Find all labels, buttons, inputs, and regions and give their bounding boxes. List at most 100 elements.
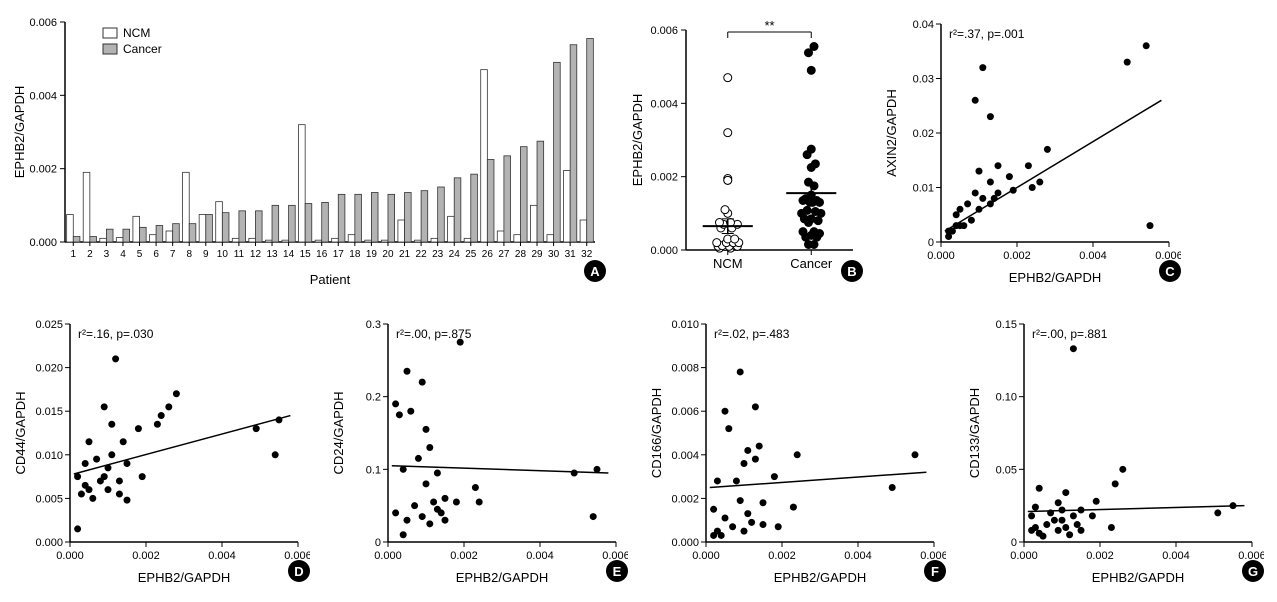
svg-text:**: ** [764, 18, 774, 33]
svg-text:0: 0 [375, 537, 381, 549]
svg-text:32: 32 [581, 249, 593, 260]
svg-text:0.000: 0.000 [374, 550, 402, 562]
svg-text:5: 5 [137, 249, 143, 260]
figure-grid: A 0.0000.0020.0040.006123456789101112131… [10, 10, 1267, 590]
svg-text:0.03: 0.03 [913, 74, 934, 86]
svg-text:0.004: 0.004 [29, 90, 57, 102]
svg-text:0.002: 0.002 [132, 550, 160, 562]
panel-badge-b: B [841, 260, 863, 282]
svg-text:EPHB2/GAPDH: EPHB2/GAPDH [12, 86, 27, 178]
svg-text:CD44/GAPDH: CD44/GAPDH [13, 391, 28, 474]
svg-text:0.004: 0.004 [671, 450, 699, 462]
svg-text:13: 13 [266, 249, 278, 260]
svg-text:0: 0 [1011, 537, 1017, 549]
svg-text:EPHB2/GAPDH: EPHB2/GAPDH [774, 570, 866, 585]
svg-text:0.002: 0.002 [1086, 550, 1114, 562]
svg-text:19: 19 [366, 249, 378, 260]
svg-text:0.05: 0.05 [996, 464, 1017, 476]
svg-text:0.000: 0.000 [1010, 550, 1038, 562]
svg-text:EPHB2/GAPDH: EPHB2/GAPDH [456, 570, 548, 585]
panel-badge-g: G [1242, 560, 1264, 582]
svg-text:0.000: 0.000 [692, 550, 720, 562]
svg-text:6: 6 [153, 249, 159, 260]
svg-text:28: 28 [515, 249, 527, 260]
svg-text:0.002: 0.002 [650, 172, 678, 184]
svg-text:0: 0 [928, 237, 934, 249]
svg-text:EPHB2/GAPDH: EPHB2/GAPDH [1092, 570, 1184, 585]
panel-badge-d: D [288, 560, 310, 582]
svg-text:0.006: 0.006 [650, 25, 678, 37]
svg-text:8: 8 [186, 249, 192, 260]
svg-text:0.000: 0.000 [927, 250, 955, 262]
svg-text:0.1: 0.1 [366, 464, 381, 476]
svg-text:Patient: Patient [310, 272, 351, 287]
svg-text:r²=.16, p=.030: r²=.16, p=.030 [78, 327, 154, 341]
panel-d: D 0.0000.0050.0100.0150.0200.0250.0000.0… [10, 310, 310, 590]
svg-text:0.004: 0.004 [208, 550, 236, 562]
panel-badge-c: C [1159, 260, 1181, 282]
svg-text:0.04: 0.04 [913, 19, 934, 31]
svg-text:0.020: 0.020 [35, 363, 63, 375]
svg-text:0.002: 0.002 [450, 550, 478, 562]
svg-text:0.000: 0.000 [650, 245, 678, 257]
svg-text:Cancer: Cancer [790, 256, 833, 271]
svg-text:24: 24 [449, 249, 461, 260]
svg-text:r²=.02, p=.483: r²=.02, p=.483 [714, 327, 790, 341]
panel-a: A 0.0000.0020.0040.006123456789101112131… [10, 10, 610, 290]
svg-text:21: 21 [399, 249, 411, 260]
svg-text:0.008: 0.008 [671, 363, 699, 375]
svg-text:CD24/GAPDH: CD24/GAPDH [331, 391, 346, 474]
svg-text:0.2: 0.2 [366, 392, 381, 404]
svg-text:15: 15 [300, 249, 312, 260]
panel-g: G 00.050.100.150.0000.0020.0040.006r²=.0… [964, 310, 1264, 590]
svg-text:9: 9 [203, 249, 209, 260]
svg-text:0.004: 0.004 [1079, 250, 1107, 262]
svg-text:14: 14 [283, 249, 295, 260]
svg-text:22: 22 [416, 249, 428, 260]
svg-text:3: 3 [104, 249, 110, 260]
svg-text:16: 16 [316, 249, 328, 260]
svg-text:12: 12 [250, 249, 262, 260]
svg-text:0.02: 0.02 [913, 128, 934, 140]
svg-text:0.006: 0.006 [29, 17, 57, 29]
svg-text:0.000: 0.000 [35, 537, 63, 549]
svg-text:10: 10 [217, 249, 229, 260]
svg-text:0.002: 0.002 [1003, 250, 1031, 262]
svg-text:0.005: 0.005 [35, 493, 63, 505]
svg-text:CD166/GAPDH: CD166/GAPDH [649, 388, 664, 478]
svg-text:7: 7 [170, 249, 176, 260]
svg-text:0.004: 0.004 [844, 550, 872, 562]
svg-text:0.000: 0.000 [56, 550, 84, 562]
svg-text:0.010: 0.010 [671, 319, 699, 331]
panel-f: F 0.0000.0020.0040.0060.0080.0100.0000.0… [646, 310, 946, 590]
svg-text:27: 27 [498, 249, 510, 260]
svg-text:11: 11 [234, 249, 245, 260]
svg-text:0.01: 0.01 [913, 183, 934, 195]
svg-text:0.015: 0.015 [35, 406, 63, 418]
panel-badge-a: A [584, 260, 606, 282]
svg-text:NCM: NCM [123, 26, 150, 40]
svg-text:r²=.37, p=.001: r²=.37, p=.001 [949, 27, 1025, 41]
svg-text:1: 1 [71, 249, 77, 260]
svg-text:0.002: 0.002 [671, 493, 699, 505]
svg-text:2: 2 [87, 249, 93, 260]
svg-text:0.004: 0.004 [650, 98, 678, 110]
svg-text:NCM: NCM [713, 256, 743, 271]
panel-badge-e: E [606, 560, 628, 582]
svg-text:0.000: 0.000 [29, 237, 57, 249]
svg-text:AXIN2/GAPDH: AXIN2/GAPDH [884, 89, 899, 176]
svg-text:0.000: 0.000 [671, 537, 699, 549]
svg-text:30: 30 [548, 249, 560, 260]
svg-text:20: 20 [382, 249, 394, 260]
svg-text:26: 26 [482, 249, 494, 260]
svg-text:r²=.00, p=.881: r²=.00, p=.881 [1032, 327, 1108, 341]
svg-text:EPHB2/GAPDH: EPHB2/GAPDH [1009, 270, 1101, 285]
row-2: D 0.0000.0050.0100.0150.0200.0250.0000.0… [10, 310, 1267, 590]
svg-text:31: 31 [565, 249, 577, 260]
svg-text:23: 23 [432, 249, 444, 260]
svg-text:EPHB2/GAPDH: EPHB2/GAPDH [630, 94, 645, 186]
svg-text:18: 18 [349, 249, 361, 260]
svg-text:0.15: 0.15 [996, 319, 1017, 331]
svg-text:0.004: 0.004 [526, 550, 554, 562]
svg-text:r²=.00, p=.875: r²=.00, p=.875 [396, 327, 472, 341]
